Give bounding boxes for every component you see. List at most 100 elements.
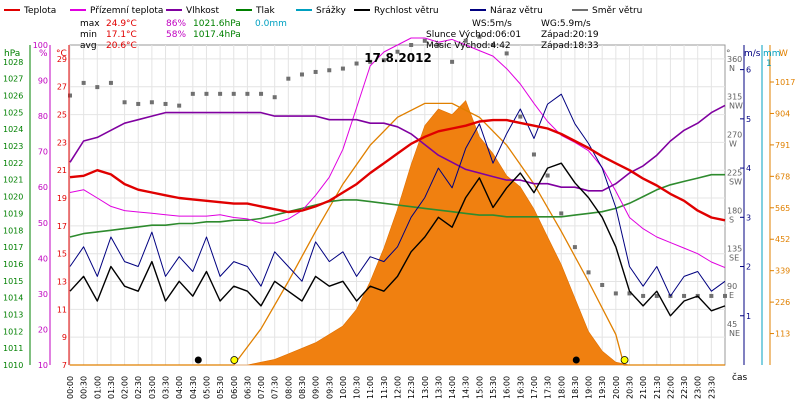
wind-direction-point: [600, 283, 605, 287]
x-tick-label: 00:00: [66, 376, 75, 399]
wind-direction-point: [545, 173, 550, 178]
pressure-tick-label: 1026: [3, 92, 23, 101]
wind-direction-point: [723, 293, 727, 298]
wind-direction-point: [586, 270, 591, 275]
pressure-tick-label: 1028: [3, 58, 23, 67]
x-tick-label: 19:30: [598, 376, 607, 399]
wind-direction-point: [231, 91, 236, 96]
wind-direction-point: [245, 91, 250, 96]
direction-tick-degree: 315: [727, 93, 742, 102]
radiation-layer: [70, 100, 725, 366]
wind-tick-label: 3: [746, 213, 751, 222]
pressure-tick-label: 1018: [3, 226, 23, 235]
direction-tick-degree: 135: [727, 244, 742, 253]
wind-direction-point: [477, 34, 482, 39]
pressure-tick-label: 1012: [3, 327, 23, 336]
direction-tick-degree: 90: [727, 282, 737, 291]
wind-direction-point: [190, 91, 195, 96]
radiation-tick-label: 226: [775, 298, 790, 307]
humidity-tick-label: 30: [38, 290, 48, 299]
radiation-tick-label: 452: [775, 235, 790, 244]
direction-tick-degree: 225: [727, 169, 742, 178]
wind-direction-point: [340, 66, 345, 71]
pressure-tick-label: 1016: [3, 260, 23, 269]
temperature-tick-label: 15: [57, 250, 67, 259]
wind-direction-point: [572, 245, 577, 250]
x-tick-label: 09:00: [312, 376, 321, 399]
x-tick-label: 03:00: [148, 376, 157, 399]
x-tick-label: 06:00: [230, 376, 239, 399]
x-tick-label: 16:00: [503, 376, 512, 399]
temperature-tick-label: 7: [62, 361, 67, 370]
direction-tick-degree: 270: [727, 131, 742, 140]
stats-max-rain: 0.0mm: [255, 19, 287, 29]
legend-label: Vlhkost: [186, 6, 219, 16]
wind-direction-point: [709, 293, 714, 298]
direction-tick-compass: SE: [729, 253, 739, 262]
x-tick-label: 02:30: [134, 376, 143, 399]
wind-direction-point: [682, 293, 687, 298]
moonset-marker: [572, 356, 580, 364]
x-tick-label: 07:30: [271, 376, 280, 399]
wind-direction-point: [504, 51, 509, 56]
x-tick-label: 21:30: [653, 376, 662, 399]
wind-direction-point: [95, 85, 100, 90]
pressure-tick-label: 1022: [3, 159, 23, 168]
x-tick-label: 16:30: [516, 376, 525, 399]
x-tick-label: 01:00: [93, 376, 102, 399]
wind-tick-label: 5: [746, 115, 751, 124]
stats-max-temp: 24.9°C: [106, 19, 137, 29]
wind-direction-point: [218, 91, 223, 96]
legend-label: Rychlost větru: [374, 6, 439, 16]
wind-direction-point: [518, 114, 523, 119]
x-tick-label: 05:30: [216, 376, 225, 399]
pressure-tick-label: 1025: [3, 108, 23, 117]
humidity-tick-label: 10: [38, 361, 48, 370]
x-tick-label: 11:30: [380, 376, 389, 399]
x-tick-label: 05:00: [202, 376, 211, 399]
info-sun-set: Západ:20:19: [541, 30, 599, 40]
radiation-tick-label: 791: [775, 141, 790, 150]
wind-speed-line: [69, 162, 726, 317]
humidity-tick-label: 70: [38, 148, 48, 157]
wind-direction-point: [422, 38, 427, 43]
direction-tick-compass: NW: [729, 102, 743, 111]
wind-direction-point: [204, 91, 209, 96]
temperature-tick-label: 29: [57, 55, 67, 64]
x-tick-label: 13:00: [421, 376, 430, 399]
series-layer: [68, 34, 727, 317]
wind-direction-point: [450, 59, 455, 64]
wind-direction-point: [327, 68, 332, 73]
stats-min-press: 1017.4hPa: [193, 30, 241, 40]
temperature-tick-label: 21: [57, 166, 67, 175]
pressure-tick-label: 1017: [3, 243, 23, 252]
info-sun: Slunce Východ:06:01: [426, 30, 521, 40]
wind-direction-point: [108, 80, 113, 85]
wind-direction-point: [299, 72, 304, 77]
wind-direction-point: [68, 93, 72, 98]
wind-direction-point: [641, 293, 646, 298]
pressure-tick-label: 1019: [3, 209, 23, 218]
x-tick-label: 22:00: [666, 376, 675, 399]
axis-unit-pressure: hPa: [4, 49, 20, 59]
legend-label: Tlak: [255, 6, 276, 16]
temperature-tick-label: 11: [57, 305, 67, 314]
stats-max-press: 1021.6hPa: [193, 19, 241, 29]
x-tick-label: 00:30: [80, 376, 89, 399]
wind-tick-label: 4: [746, 164, 751, 173]
x-tick-label: 20:00: [612, 376, 621, 399]
legend-label: Přízemní teplota: [90, 6, 163, 16]
legend-label: Směr větru: [592, 6, 642, 16]
humidity-tick-label: 90: [38, 77, 48, 86]
x-tick-label: 04:00: [175, 376, 184, 399]
x-tick-label: 12:00: [394, 376, 403, 399]
humidity-line: [69, 104, 726, 192]
radiation-tick-label: 113: [775, 330, 790, 339]
x-tick-label: 10:30: [353, 376, 362, 399]
solar-radiation-area: [70, 100, 725, 366]
wind-direction-point: [286, 76, 291, 81]
humidity-tick-label: 40: [38, 254, 48, 263]
stats-avg-temp: 20.6°C: [106, 41, 137, 51]
temperature-tick-label: 27: [57, 83, 67, 92]
